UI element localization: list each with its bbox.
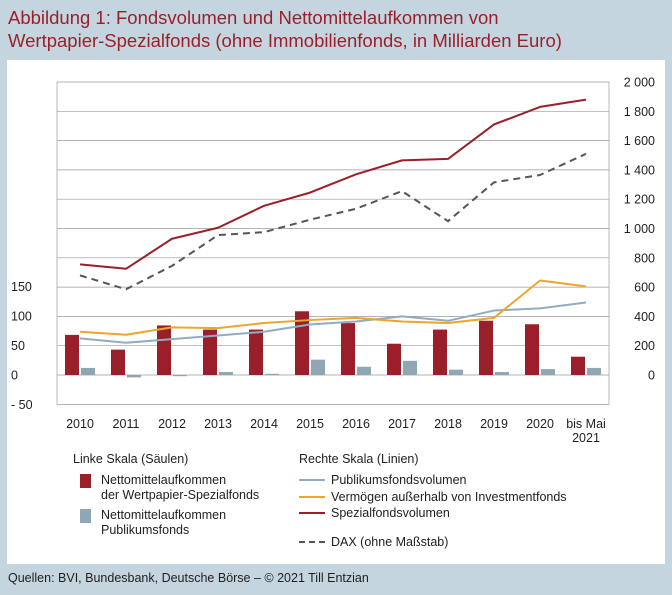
source-note: Quellen: BVI, Bundesbank, Deutsche Börse… [8,571,369,585]
legend-bar2-line1: Nettomittelaufkommen [101,508,226,522]
bar-publikumsfonds [173,375,187,377]
category-label: 2014 [250,417,278,431]
category-label: 2012 [158,417,186,431]
bar-publikumsfonds [219,372,233,375]
legend-bar1-line1: Nettomittelaufkommen [101,473,226,487]
chart-title-line-2: Wertpapier-Spezialfonds (ohne Immobilien… [8,30,562,51]
category-label: 2010 [66,417,94,431]
line-vermoegen-ausserhalb [79,279,587,336]
bar-publikumsfonds [587,367,601,375]
right-tick-label: 1 800 [624,105,655,119]
category-label: 2021 [572,431,600,445]
right-tick-label: 2 000 [624,76,655,90]
legend-line1: Publikumsfondsvolumen [331,473,467,487]
bar-publikumsfonds [265,373,279,375]
bar-spezialfonds [65,334,79,375]
legend-line3: Spezialfondsvolumen [331,506,450,520]
bar-publikumsfonds [495,372,509,375]
chart-panel: 150 100 50 0 - 50 2 000 1 800 1 600 1 400 1 200 1 … [7,60,665,564]
category-label: 2015 [296,417,324,431]
right-tick-label: 1 400 [624,163,655,177]
right-tick-label: 1 200 [624,193,655,207]
bar-spezialfonds [249,329,263,375]
chart-title-line-1: Abbildung 1: Fondsvolumen und Nettomitte… [8,7,499,28]
line-spezialfondsvolumen [79,98,587,270]
bar-publikumsfonds [81,367,95,375]
left-tick-label: 150 [11,280,32,294]
legend-right-heading: Rechte Skala (Linien) [299,452,419,466]
bar-spezialfonds [525,324,539,375]
bar-publikumsfonds [449,369,463,375]
line-publikumsfondsvolumen [79,301,587,344]
series-lines [79,98,587,344]
bar-spezialfonds [433,329,447,375]
gridlines [56,81,610,405]
bar-publikumsfonds [403,360,417,375]
right-tick-label: 0 [648,369,655,383]
legend-line2: Vermögen außerhalb von Investmentfonds [331,490,567,504]
category-label: 2013 [204,417,232,431]
right-tick-label: 1 000 [624,222,655,236]
legend-swatch-spezial-bar [80,474,91,488]
category-label: 2020 [526,417,554,431]
category-label: bis Mai [566,417,606,431]
bar-publikumsfonds [311,359,325,375]
legend: Linke Skala (Säulen) Rechte Skala (Linie… [73,452,567,549]
bar-spezialfonds [157,325,171,375]
bar-spezialfonds [571,356,585,375]
category-label: 2011 [113,417,140,431]
category-label: 2018 [434,417,462,431]
left-tick-label: 50 [11,339,25,353]
bar-spezialfonds [111,349,125,375]
category-label: 2017 [388,417,416,431]
bar-spezialfonds [387,343,401,375]
axes: 150 100 50 0 - 50 2 000 1 800 1 600 1 400 1 200 1 … [11,76,655,446]
combo-chart: 150 100 50 0 - 50 2 000 1 800 1 600 1 400 1 200 1 … [11,76,655,550]
bar-spezialfonds [479,320,493,375]
left-tick-label: 100 [11,310,32,324]
right-tick-label: 600 [634,281,655,295]
line-dax [79,152,587,291]
legend-swatch-publikum-bar [80,509,91,523]
legend-bar1-line2: der Wertpapier-Spezialfonds [101,488,259,502]
legend-bar2-line2: Publikumsfonds [101,523,189,537]
bar-spezialfonds [341,323,355,375]
right-tick-label: 800 [634,251,655,265]
bar-publikumsfonds [357,366,371,375]
bar-publikumsfonds [127,375,141,378]
right-tick-label: 1 600 [624,134,655,148]
bar-publikumsfonds [541,369,555,375]
bars [65,311,601,378]
bar-spezialfonds [203,329,217,375]
left-tick-label: 0 [11,369,18,383]
chart-title: Abbildung 1: Fondsvolumen und Nettomitte… [8,6,664,52]
right-tick-label: 400 [634,310,655,324]
left-tick-label: - 50 [11,398,33,412]
category-label: 2016 [342,417,370,431]
legend-line4: DAX (ohne Maßstab) [331,535,448,549]
legend-left-heading: Linke Skala (Säulen) [73,452,188,466]
category-label: 2019 [480,417,508,431]
right-tick-label: 200 [634,339,655,353]
